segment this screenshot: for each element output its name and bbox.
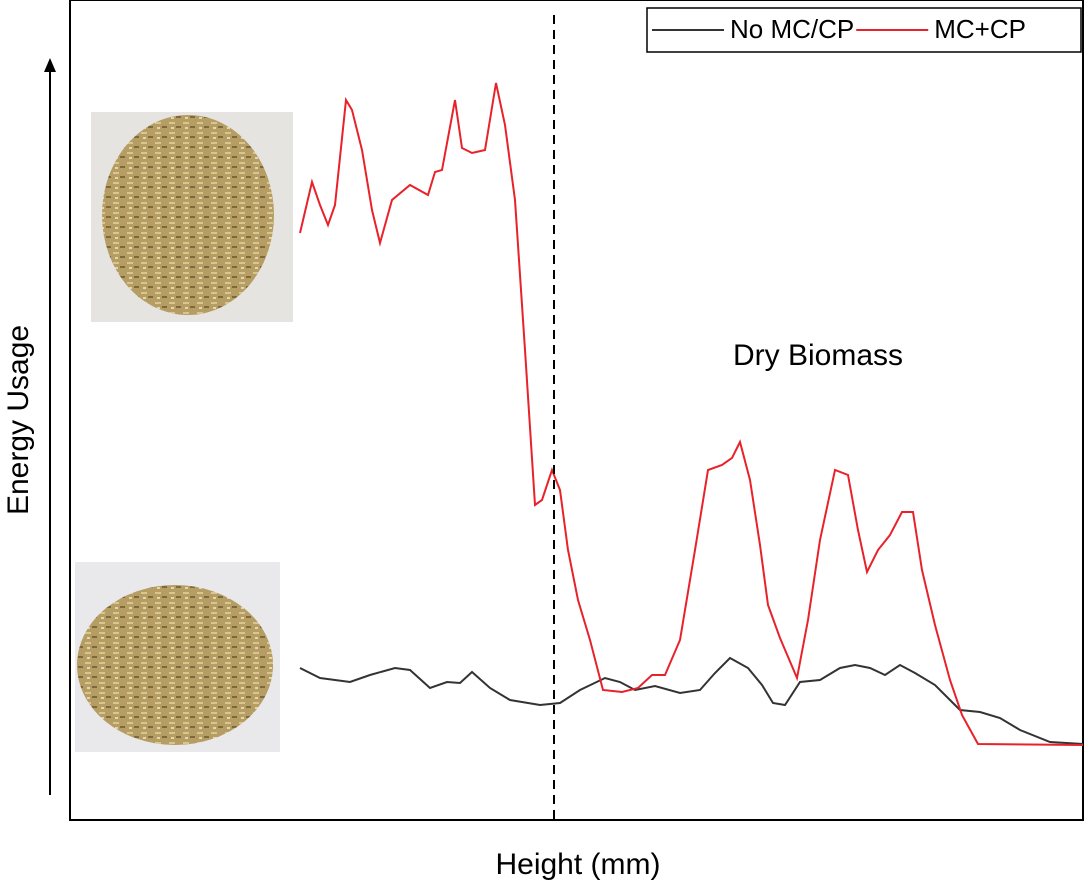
y-arrow-head (44, 58, 56, 72)
plot-frame (69, 0, 1084, 821)
pellet (102, 115, 274, 315)
annotation: Dry Biomass (733, 339, 903, 372)
series-line (299, 656, 1084, 745)
legend-label: No MC/CP (730, 14, 854, 44)
x-axis-label: Height (mm) (495, 848, 660, 881)
y-axis-label: Energy Usage (2, 325, 35, 515)
series-line (299, 82, 1084, 746)
legend-label: MC+CP (934, 14, 1026, 44)
loose-biomass (77, 585, 273, 745)
